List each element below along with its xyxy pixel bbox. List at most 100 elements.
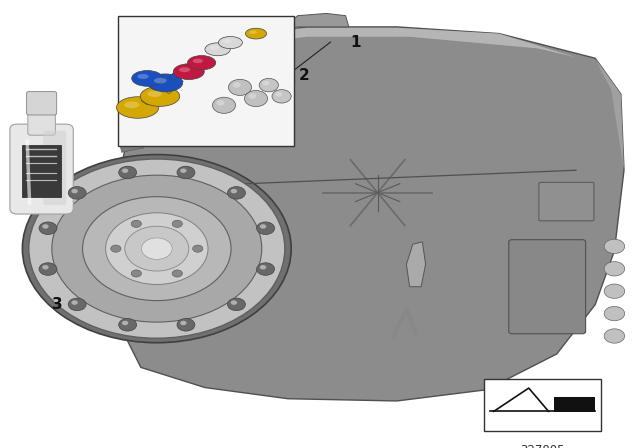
Circle shape <box>227 187 245 199</box>
Circle shape <box>604 284 625 298</box>
Circle shape <box>262 81 269 86</box>
Ellipse shape <box>140 86 180 106</box>
Polygon shape <box>118 206 144 228</box>
Circle shape <box>106 213 208 284</box>
Circle shape <box>111 245 121 252</box>
Circle shape <box>230 189 237 194</box>
Circle shape <box>83 197 231 301</box>
Circle shape <box>177 319 195 331</box>
FancyBboxPatch shape <box>509 240 586 334</box>
Circle shape <box>39 222 57 234</box>
Circle shape <box>604 306 625 321</box>
Circle shape <box>248 93 257 99</box>
Circle shape <box>216 100 225 106</box>
Ellipse shape <box>116 97 159 118</box>
Text: 3: 3 <box>52 297 63 312</box>
Ellipse shape <box>193 59 203 63</box>
Circle shape <box>230 300 237 305</box>
Bar <box>554 397 595 412</box>
Text: 327805: 327805 <box>520 444 565 448</box>
Circle shape <box>212 97 236 113</box>
Ellipse shape <box>147 90 162 97</box>
Ellipse shape <box>179 67 190 72</box>
Circle shape <box>244 90 268 107</box>
Polygon shape <box>141 87 163 105</box>
Polygon shape <box>118 244 144 267</box>
Polygon shape <box>164 78 183 94</box>
Circle shape <box>72 189 78 194</box>
Circle shape <box>193 245 203 252</box>
Circle shape <box>604 262 625 276</box>
Circle shape <box>52 175 262 322</box>
Circle shape <box>604 239 625 254</box>
Ellipse shape <box>132 70 163 86</box>
Circle shape <box>259 78 278 92</box>
Circle shape <box>272 90 291 103</box>
Circle shape <box>68 187 86 199</box>
FancyBboxPatch shape <box>26 91 57 115</box>
Polygon shape <box>118 130 144 152</box>
Ellipse shape <box>250 30 257 34</box>
Circle shape <box>42 224 49 228</box>
Circle shape <box>180 321 187 325</box>
Ellipse shape <box>148 74 183 92</box>
Circle shape <box>257 222 275 234</box>
Ellipse shape <box>209 46 219 50</box>
Circle shape <box>22 155 291 343</box>
Circle shape <box>131 270 141 277</box>
Polygon shape <box>118 282 144 305</box>
Circle shape <box>29 159 285 338</box>
Circle shape <box>122 168 128 173</box>
Polygon shape <box>179 28 576 57</box>
Ellipse shape <box>223 39 232 43</box>
Circle shape <box>172 270 182 277</box>
FancyBboxPatch shape <box>539 182 594 221</box>
Polygon shape <box>595 58 624 170</box>
Circle shape <box>228 79 252 95</box>
Ellipse shape <box>246 28 267 39</box>
Ellipse shape <box>218 36 243 49</box>
Ellipse shape <box>138 74 148 79</box>
Bar <box>118 16 294 146</box>
Circle shape <box>118 319 136 331</box>
Text: 1: 1 <box>350 35 360 50</box>
Circle shape <box>260 265 266 270</box>
Circle shape <box>131 220 141 228</box>
Circle shape <box>177 166 195 179</box>
Polygon shape <box>118 92 144 114</box>
FancyBboxPatch shape <box>10 124 73 214</box>
FancyBboxPatch shape <box>28 108 56 135</box>
Circle shape <box>39 263 57 276</box>
Circle shape <box>125 226 189 271</box>
Circle shape <box>260 224 266 228</box>
Circle shape <box>72 300 78 305</box>
Ellipse shape <box>173 64 204 80</box>
Circle shape <box>232 82 241 88</box>
Text: 2: 2 <box>299 68 309 83</box>
Circle shape <box>257 263 275 276</box>
Circle shape <box>180 168 187 173</box>
Polygon shape <box>285 13 349 27</box>
Polygon shape <box>112 27 624 401</box>
Ellipse shape <box>154 78 167 83</box>
Ellipse shape <box>205 43 230 56</box>
Circle shape <box>141 238 172 259</box>
Circle shape <box>122 321 128 325</box>
Circle shape <box>275 92 282 97</box>
Circle shape <box>206 225 229 241</box>
Circle shape <box>42 265 49 270</box>
Polygon shape <box>118 168 144 190</box>
Circle shape <box>172 220 182 228</box>
Circle shape <box>227 298 245 310</box>
Bar <box>484 379 601 431</box>
Polygon shape <box>406 242 426 287</box>
Circle shape <box>200 261 223 277</box>
Ellipse shape <box>124 101 140 108</box>
Polygon shape <box>144 43 230 83</box>
Circle shape <box>118 166 136 179</box>
Circle shape <box>604 329 625 343</box>
Polygon shape <box>168 66 186 81</box>
Ellipse shape <box>188 56 216 70</box>
Circle shape <box>68 298 86 310</box>
FancyBboxPatch shape <box>44 131 67 205</box>
